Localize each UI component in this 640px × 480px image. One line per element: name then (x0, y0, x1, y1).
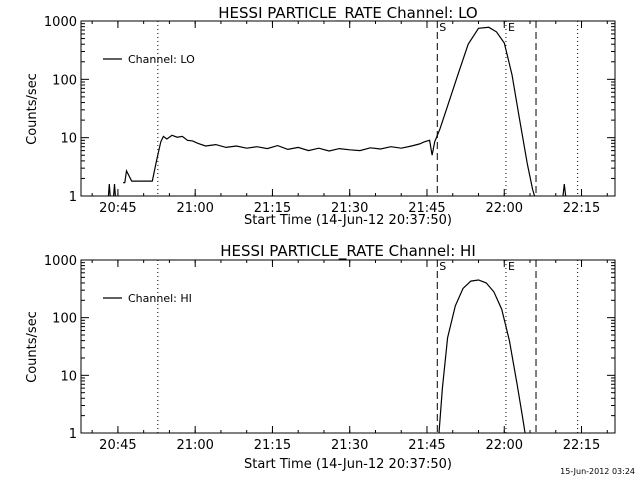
event-marker-label-0-2: E (508, 21, 515, 34)
event-marker-label-1-2: E (508, 260, 515, 273)
x-tick-label-1-6: 22:15 (563, 438, 600, 453)
x-tick-label-1-4: 21:45 (408, 438, 445, 453)
y-tick-label-0-0: 1 (69, 190, 77, 205)
plot-frame-lo (80, 20, 616, 197)
event-marker-label-1-1: S (439, 260, 446, 273)
series-line-0-0-2 (562, 184, 567, 196)
y-tick-label-0-2: 100 (52, 73, 77, 88)
legend-hi: Channel: HI (103, 292, 192, 305)
hi-channel-panel: HESSI PARTICLE_RATE Channel: HI Counts/s… (25, 242, 616, 472)
series-line-0-0-1 (123, 26, 536, 196)
legend-lo: Channel: LO (103, 53, 195, 66)
x-tick-label-0-0: 20:45 (99, 201, 136, 216)
x-tick-label-1-2: 21:15 (254, 438, 291, 453)
series-line-1-0-0 (438, 279, 526, 433)
y-axis-label-hi: Counts/sec (25, 311, 40, 383)
x-tick-label-0-6: 22:15 (563, 201, 600, 216)
x-tick-label-0-2: 21:15 (254, 201, 291, 216)
x-tick-label-0-5: 22:00 (486, 201, 523, 216)
y-tick-label-0-1: 10 (60, 132, 77, 147)
y-tick-label-1-3: 1000 (44, 254, 77, 269)
event-marker-label-0-1: S (439, 21, 446, 34)
x-tick-label-0-4: 21:45 (408, 201, 445, 216)
series-line-0-0-0 (107, 184, 116, 196)
x-axis-label-lo: Start Time (14-Jun-12 20:37:50) (244, 213, 452, 228)
legend-label-hi: Channel: HI (128, 292, 192, 305)
legend-label-lo: Channel: LO (128, 53, 195, 66)
x-tick-label-1-0: 20:45 (99, 438, 136, 453)
y-tick-label-1-2: 100 (52, 312, 77, 327)
x-tick-label-1-5: 22:00 (486, 438, 523, 453)
chart-title-lo: HESSI PARTICLE_RATE Channel: LO (218, 4, 477, 23)
lo-channel-panel: HESSI PARTICLE_RATE Channel: LO Counts/s… (25, 4, 616, 228)
x-axis-label-hi: Start Time (14-Jun-12 20:37:50) (244, 457, 452, 472)
y-tick-label-0-3: 1000 (44, 15, 77, 30)
y-tick-label-1-1: 10 (60, 369, 77, 384)
x-tick-label-1-1: 21:00 (176, 438, 213, 453)
x-tick-label-1-3: 21:30 (331, 438, 368, 453)
plot-frame-hi (80, 259, 616, 434)
x-tick-label-0-1: 21:00 (176, 201, 213, 216)
y-tick-label-1-0: 1 (69, 427, 77, 442)
x-tick-label-0-3: 21:30 (331, 201, 368, 216)
chart-title-hi: HESSI PARTICLE_RATE Channel: HI (220, 242, 476, 261)
y-axis-label-lo: Counts/sec (25, 73, 40, 145)
generation-timestamp: 15-Jun-2012 03:24 (560, 467, 635, 476)
